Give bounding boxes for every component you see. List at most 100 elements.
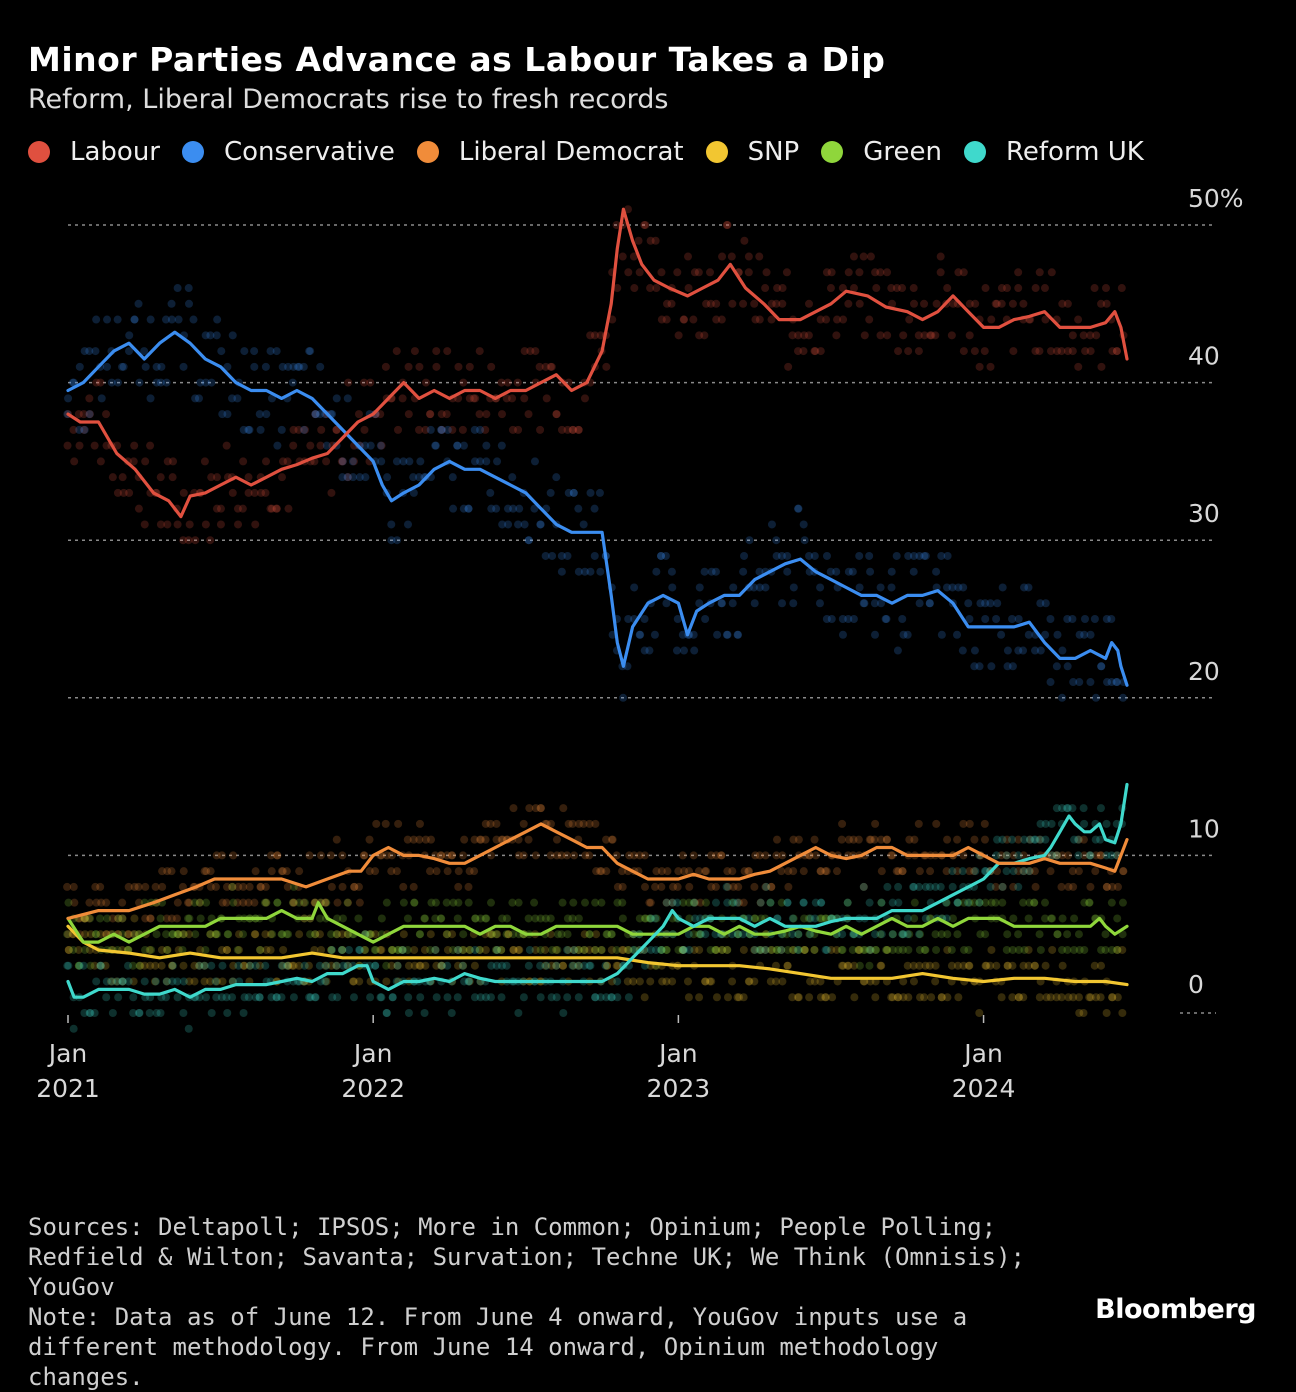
poll-dot: [113, 488, 122, 497]
poll-dot: [338, 851, 347, 860]
poll-dot: [552, 410, 561, 419]
poll-dot: [167, 315, 176, 324]
poll-dot: [789, 945, 798, 954]
poll-dot: [200, 457, 209, 466]
poll-dot: [349, 457, 358, 466]
poll-dot: [218, 410, 227, 419]
poll-dot: [1112, 347, 1121, 356]
poll-dot: [108, 977, 117, 986]
poll-dot: [449, 504, 458, 513]
poll-dot: [1097, 662, 1106, 671]
poll-dot: [899, 630, 908, 639]
poll-dot: [1014, 930, 1023, 939]
poll-dot: [585, 961, 594, 970]
poll-dot: [443, 867, 452, 876]
poll-dot: [667, 299, 676, 308]
poll-dot: [1063, 804, 1072, 813]
poll-dot: [119, 362, 128, 371]
poll-dot: [1009, 867, 1018, 876]
poll-dot: [947, 945, 956, 954]
poll-dot: [914, 347, 923, 356]
poll-dot: [454, 961, 463, 970]
poll-dot: [976, 930, 985, 939]
poll-dot: [613, 898, 622, 907]
poll-dot: [844, 961, 853, 970]
legend-label: Liberal Democrat: [458, 137, 684, 167]
poll-dot: [1052, 662, 1061, 671]
poll-dot: [882, 945, 891, 954]
poll-dot: [355, 977, 364, 986]
poll-dot: [278, 473, 287, 482]
poll-dot: [794, 331, 803, 340]
poll-dot: [986, 882, 995, 891]
poll-dot: [416, 993, 425, 1002]
poll-dot: [739, 945, 748, 954]
poll-dot: [337, 457, 346, 466]
poll-dot: [590, 331, 599, 340]
poll-dot: [404, 993, 413, 1002]
poll-dot: [905, 930, 914, 939]
poll-dot: [399, 882, 408, 891]
poll-dot: [876, 268, 885, 277]
poll-dot: [920, 993, 929, 1002]
poll-dot: [1074, 930, 1083, 939]
poll-dot: [200, 961, 209, 970]
poll-dot: [255, 993, 264, 1002]
poll-dot: [1119, 867, 1128, 876]
poll-dot: [458, 425, 467, 434]
poll-dot: [520, 520, 529, 529]
poll-dot: [602, 993, 611, 1002]
poll-dot: [114, 993, 123, 1002]
poll-dot: [827, 615, 836, 623]
poll-dot: [234, 520, 243, 529]
poll-dot: [255, 993, 264, 1002]
poll-dot: [465, 867, 474, 876]
poll-dot: [289, 441, 298, 450]
poll-dot: [981, 599, 990, 608]
poll-dot: [410, 898, 419, 907]
poll-dot: [75, 961, 84, 970]
poll-dot: [892, 551, 901, 560]
poll-dot: [980, 835, 989, 844]
poll-dot: [943, 551, 952, 560]
poll-dot: [970, 662, 979, 671]
poll-dot: [954, 993, 963, 1002]
poll-dot: [1019, 867, 1028, 876]
poll-dot: [1064, 993, 1073, 1002]
poll-dot: [574, 567, 583, 576]
poll-dot: [702, 299, 711, 308]
poll-dot: [437, 961, 446, 970]
poll-dot: [960, 945, 969, 954]
poll-dot: [343, 930, 352, 939]
poll-dot: [948, 882, 957, 891]
poll-dot: [327, 945, 336, 954]
poll-dot: [338, 457, 347, 466]
poll-dot: [904, 551, 913, 560]
poll-dot: [805, 299, 814, 308]
poll-dot: [502, 930, 511, 939]
poll-dot: [910, 835, 919, 844]
poll-dot: [327, 851, 336, 860]
poll-dot: [1079, 804, 1088, 813]
poll-dot: [822, 315, 831, 324]
poll-dot: [673, 898, 682, 907]
poll-dot: [332, 394, 341, 403]
poll-dot: [640, 615, 649, 623]
poll-dot: [460, 977, 469, 986]
poll-dot: [920, 945, 929, 954]
poll-dot: [167, 867, 176, 876]
poll-dot: [970, 835, 979, 844]
legend-label: Green: [863, 137, 942, 167]
poll-dot: [822, 268, 831, 277]
poll-dot: [409, 882, 418, 891]
poll-dot: [904, 945, 913, 954]
poll-dot: [685, 914, 694, 923]
y-tick-label: 50%: [1188, 184, 1244, 213]
poll-dot: [382, 1009, 391, 1017]
poll-dot: [359, 851, 368, 860]
poll-dot: [207, 378, 216, 387]
poll-dot: [1090, 961, 1099, 970]
poll-dot: [766, 977, 775, 986]
poll-dot: [256, 425, 265, 434]
poll-dot: [701, 930, 710, 939]
